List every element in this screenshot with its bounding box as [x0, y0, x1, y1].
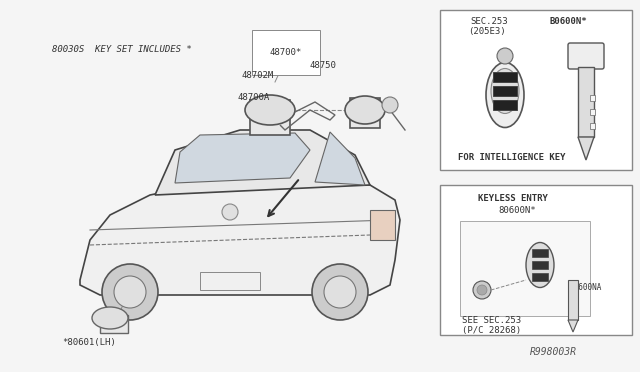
Text: 80030S  KEY SET INCLUDES *: 80030S KEY SET INCLUDES * — [52, 45, 192, 54]
FancyBboxPatch shape — [568, 43, 604, 69]
Text: *80601(LH): *80601(LH) — [62, 338, 116, 347]
Bar — [532, 261, 548, 269]
Bar — [370, 210, 395, 240]
Bar — [493, 100, 517, 110]
Circle shape — [477, 285, 487, 295]
Polygon shape — [175, 133, 310, 183]
Bar — [590, 95, 595, 101]
Polygon shape — [568, 320, 578, 332]
Text: SEE SEC.253: SEE SEC.253 — [462, 316, 521, 325]
Text: B0600N*: B0600N* — [550, 17, 588, 26]
Ellipse shape — [245, 95, 295, 125]
Bar — [250, 100, 290, 135]
Text: (205E3): (205E3) — [468, 27, 506, 36]
Circle shape — [382, 97, 398, 113]
Text: FOR INTELLIGENCE KEY: FOR INTELLIGENCE KEY — [458, 153, 566, 162]
Circle shape — [102, 264, 158, 320]
Bar — [493, 86, 517, 96]
Circle shape — [312, 264, 368, 320]
Bar — [578, 67, 594, 137]
Ellipse shape — [491, 68, 519, 113]
Ellipse shape — [92, 307, 128, 329]
Bar — [532, 273, 548, 281]
Bar — [440, 10, 632, 170]
Text: SEC.253: SEC.253 — [470, 17, 508, 26]
Text: R998003R: R998003R — [530, 347, 577, 357]
Text: 48700*: 48700* — [270, 48, 302, 57]
Text: (P/C 28268): (P/C 28268) — [462, 326, 521, 335]
Bar — [590, 109, 595, 115]
Text: 48750: 48750 — [310, 61, 337, 70]
Text: KEYLESS ENTRY: KEYLESS ENTRY — [478, 194, 548, 203]
Circle shape — [497, 48, 513, 64]
Text: 80600NA: 80600NA — [570, 283, 602, 292]
Text: 48702M: 48702M — [242, 71, 275, 80]
Text: 80600N*: 80600N* — [498, 206, 536, 215]
Circle shape — [222, 204, 238, 220]
Circle shape — [473, 281, 491, 299]
Polygon shape — [155, 130, 370, 195]
Bar — [460, 221, 590, 316]
Ellipse shape — [486, 62, 524, 128]
Bar — [493, 72, 517, 82]
Polygon shape — [578, 137, 594, 160]
Bar — [590, 123, 595, 129]
Text: 48700A: 48700A — [237, 93, 269, 102]
Bar — [100, 315, 128, 333]
Circle shape — [324, 276, 356, 308]
Polygon shape — [80, 178, 400, 295]
Bar — [350, 98, 380, 128]
Ellipse shape — [526, 243, 554, 288]
Circle shape — [114, 276, 146, 308]
Polygon shape — [315, 132, 365, 185]
Bar — [568, 280, 578, 320]
Ellipse shape — [345, 96, 385, 124]
Bar — [200, 272, 260, 290]
Bar — [440, 185, 632, 335]
Bar — [532, 249, 548, 257]
